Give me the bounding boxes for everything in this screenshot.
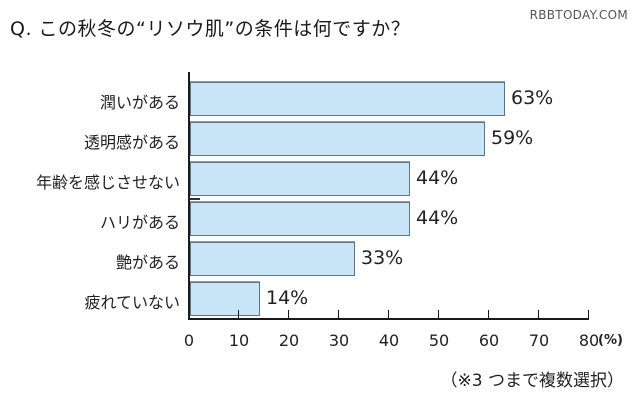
x-tick-label: 10 [228, 331, 250, 350]
x-tick-label: 20 [278, 331, 300, 350]
x-tick-label: 60 [478, 331, 500, 350]
category-label: 透明感がある [83, 133, 180, 152]
bar [190, 162, 410, 196]
x-tick-label: 50 [428, 331, 450, 350]
bar [190, 242, 355, 276]
value-label: 44% [416, 207, 459, 229]
bar [190, 122, 485, 156]
x-tick-label: 40 [378, 331, 400, 350]
x-tick [388, 310, 389, 318]
bar [190, 82, 505, 116]
bar [190, 282, 260, 316]
value-label: 14% [266, 287, 309, 309]
value-label: 44% [416, 167, 459, 189]
y-axis [188, 72, 190, 319]
watermark: RBBTODAY.COM [529, 8, 628, 22]
x-tick [288, 310, 289, 318]
x-tick-label: 80 [578, 331, 600, 350]
value-label: 33% [361, 247, 404, 269]
x-tick-label: 30 [328, 331, 350, 350]
x-tick [538, 310, 539, 318]
x-tick [338, 310, 339, 318]
x-tick [588, 310, 589, 318]
x-axis-unit: (%) [598, 333, 623, 348]
category-label: ハリがある [99, 213, 180, 232]
x-axis [188, 318, 589, 320]
x-tick [438, 310, 439, 318]
chart-title: Q. この秋冬の“リソウ肌”の条件は何ですか？ [10, 18, 411, 40]
axis-mark [190, 198, 200, 200]
footnote: （※3 つまで複数選択） [440, 371, 624, 391]
x-tick-label: 0 [183, 331, 195, 350]
x-tick [488, 310, 489, 318]
bar [190, 202, 410, 236]
category-label: 潤いがある [99, 93, 180, 112]
value-label: 59% [491, 127, 534, 149]
category-label: 疲れていない [84, 293, 180, 312]
category-label: 年齢を感じさせない [35, 173, 180, 192]
x-tick [238, 310, 239, 318]
category-label: 艶がある [115, 253, 180, 272]
value-label: 63% [511, 87, 554, 109]
x-tick-label: 70 [528, 331, 550, 350]
